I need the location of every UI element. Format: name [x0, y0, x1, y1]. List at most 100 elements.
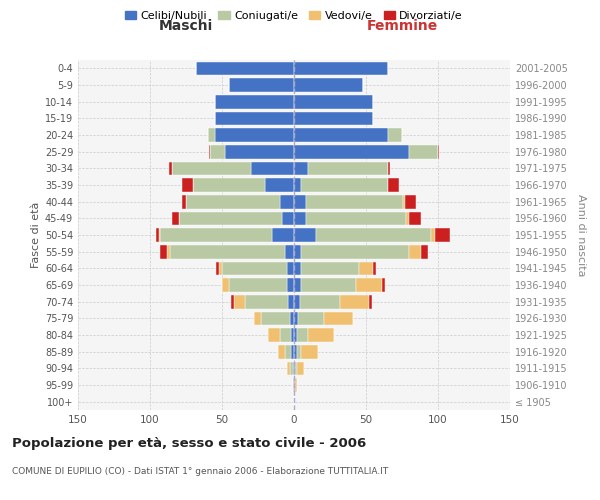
Bar: [229, 78, 294, 92]
Bar: [172, 212, 179, 225]
Bar: [301, 178, 388, 192]
Bar: [170, 245, 286, 258]
Bar: [215, 95, 294, 108]
Bar: [356, 278, 382, 292]
Bar: [293, 362, 294, 375]
Bar: [301, 262, 359, 275]
Bar: [287, 278, 294, 292]
Bar: [222, 278, 229, 292]
Bar: [301, 245, 409, 258]
Bar: [182, 178, 193, 192]
Bar: [287, 362, 290, 375]
Bar: [261, 312, 290, 325]
Bar: [278, 345, 286, 358]
Bar: [294, 128, 388, 142]
Bar: [179, 212, 283, 225]
Y-axis label: Fasce di età: Fasce di età: [31, 202, 41, 268]
Bar: [382, 278, 385, 292]
Bar: [208, 128, 215, 142]
Y-axis label: Anni di nascita: Anni di nascita: [576, 194, 586, 276]
Bar: [406, 212, 409, 225]
Bar: [229, 278, 287, 292]
Bar: [167, 245, 170, 258]
Legend: Celibi/Nubili, Coniugati/e, Vedovi/e, Divorziati/e: Celibi/Nubili, Coniugati/e, Vedovi/e, Di…: [121, 6, 467, 25]
Bar: [265, 178, 294, 192]
Text: Maschi: Maschi: [159, 18, 213, 32]
Bar: [294, 345, 297, 358]
Bar: [254, 312, 261, 325]
Bar: [209, 145, 211, 158]
Bar: [316, 228, 431, 242]
Bar: [290, 362, 293, 375]
Bar: [294, 195, 305, 208]
Bar: [295, 362, 297, 375]
Bar: [308, 162, 388, 175]
Bar: [297, 345, 301, 358]
Bar: [291, 328, 294, 342]
Bar: [298, 312, 324, 325]
Text: COMUNE DI EUPILIO (CO) - Dati ISTAT 1° gennaio 2006 - Elaborazione TUTTITALIA.IT: COMUNE DI EUPILIO (CO) - Dati ISTAT 1° g…: [12, 468, 388, 476]
Bar: [388, 128, 402, 142]
Bar: [160, 245, 167, 258]
Bar: [431, 228, 435, 242]
Bar: [308, 328, 334, 342]
Bar: [294, 312, 298, 325]
Bar: [294, 62, 388, 75]
Bar: [230, 295, 233, 308]
Bar: [196, 62, 294, 75]
Bar: [286, 345, 291, 358]
Bar: [251, 162, 294, 175]
Bar: [388, 178, 399, 192]
Bar: [293, 378, 294, 392]
Bar: [369, 295, 372, 308]
Bar: [186, 195, 280, 208]
Bar: [172, 162, 251, 175]
Bar: [409, 212, 421, 225]
Text: Femmine: Femmine: [367, 18, 437, 32]
Bar: [294, 178, 301, 192]
Bar: [388, 162, 391, 175]
Bar: [438, 145, 439, 158]
Bar: [290, 312, 294, 325]
Bar: [245, 295, 288, 308]
Bar: [287, 262, 294, 275]
Bar: [268, 328, 280, 342]
Bar: [215, 128, 294, 142]
Bar: [294, 278, 301, 292]
Bar: [405, 195, 416, 208]
Bar: [216, 262, 219, 275]
Bar: [272, 228, 294, 242]
Bar: [225, 145, 294, 158]
Bar: [294, 228, 316, 242]
Bar: [193, 178, 265, 192]
Bar: [409, 245, 421, 258]
Bar: [373, 262, 376, 275]
Text: Popolazione per età, sesso e stato civile - 2006: Popolazione per età, sesso e stato civil…: [12, 438, 366, 450]
Bar: [294, 95, 373, 108]
Bar: [403, 195, 405, 208]
Bar: [301, 278, 356, 292]
Bar: [435, 228, 449, 242]
Bar: [280, 195, 294, 208]
Bar: [294, 262, 301, 275]
Bar: [295, 378, 297, 392]
Bar: [286, 245, 294, 258]
Bar: [156, 228, 158, 242]
Bar: [297, 328, 308, 342]
Bar: [158, 228, 160, 242]
Bar: [421, 245, 428, 258]
Bar: [169, 162, 172, 175]
Bar: [294, 212, 305, 225]
Bar: [301, 345, 319, 358]
Bar: [340, 295, 369, 308]
Bar: [324, 312, 353, 325]
Bar: [222, 262, 287, 275]
Bar: [300, 295, 340, 308]
Bar: [305, 212, 406, 225]
Bar: [160, 228, 272, 242]
Bar: [294, 162, 308, 175]
Bar: [294, 245, 301, 258]
Bar: [280, 328, 291, 342]
Bar: [294, 145, 409, 158]
Bar: [294, 328, 297, 342]
